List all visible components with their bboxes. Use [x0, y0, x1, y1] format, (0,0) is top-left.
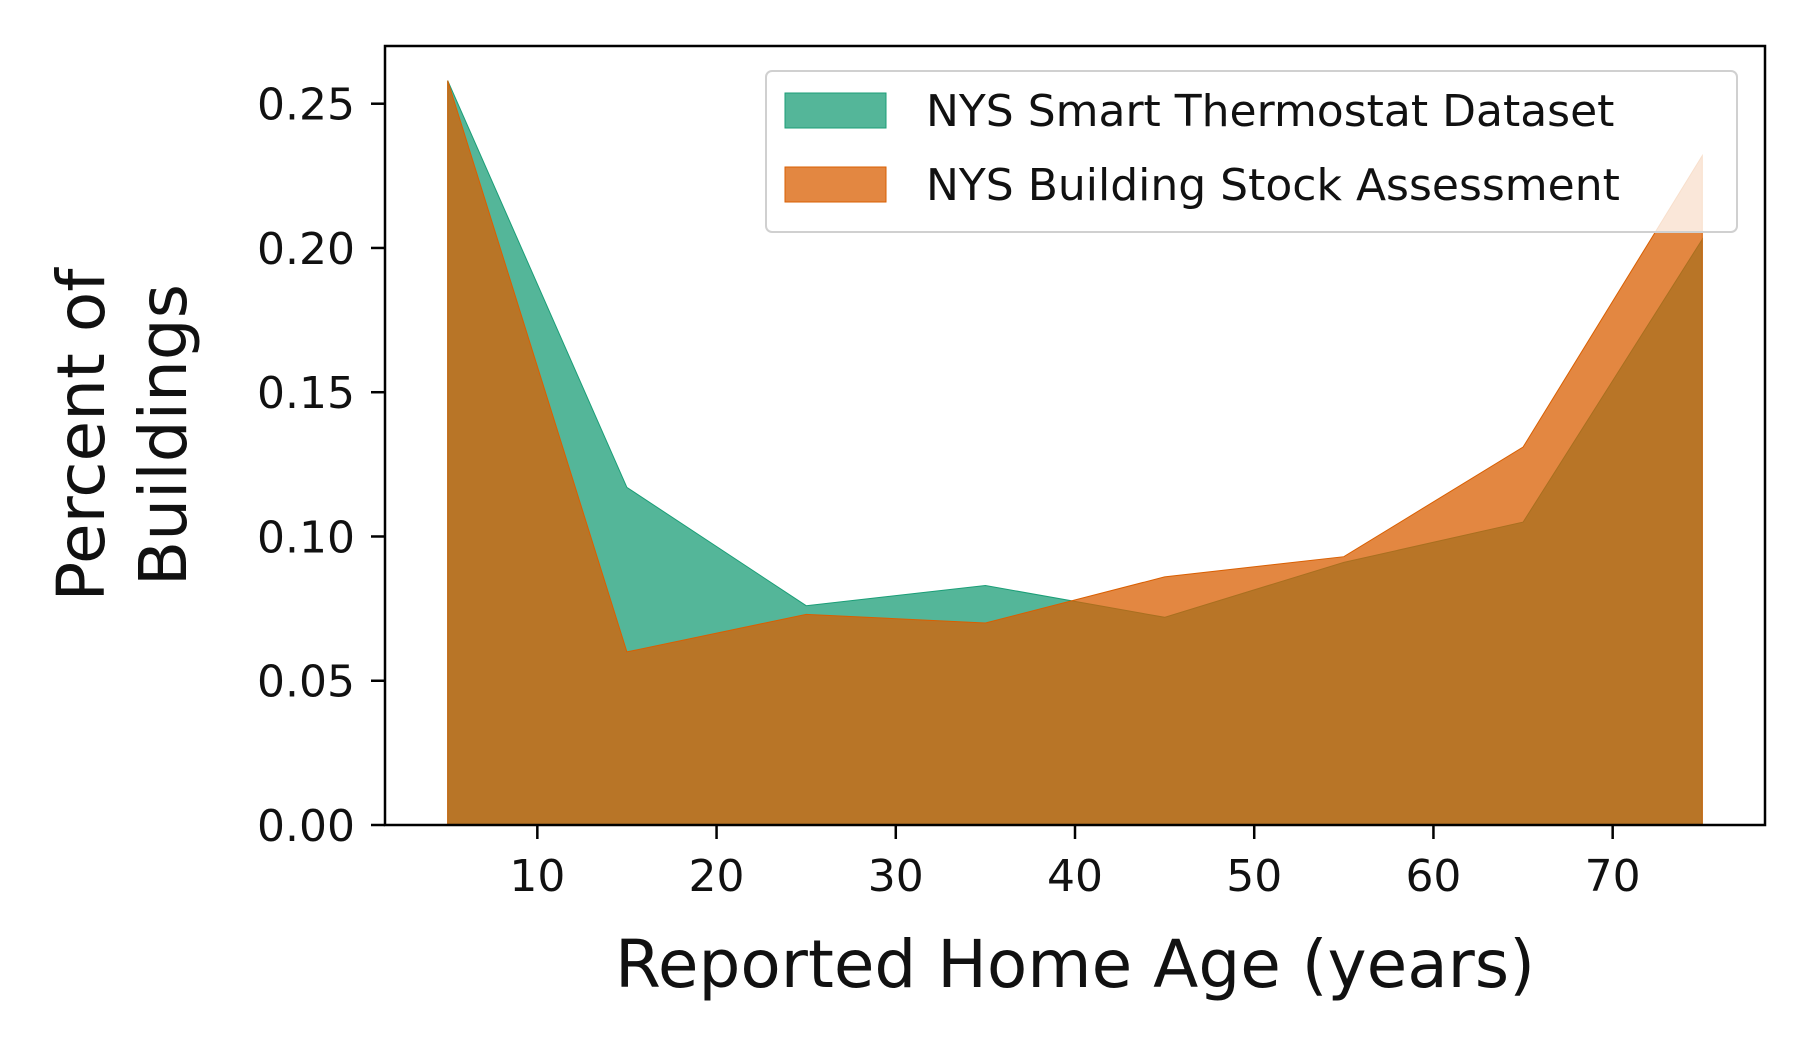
legend-swatch-smart-thermostat	[784, 92, 887, 129]
series-layer	[447, 80, 1703, 826]
x-tick-label: 60	[1405, 851, 1461, 902]
x-tick-label: 70	[1585, 851, 1641, 902]
y-axis-ticks: 0.00 0.05 0.10 0.15 0.20 0.25	[257, 80, 385, 852]
y-axis-title-line-2: Buildings	[125, 284, 202, 586]
x-axis-title: Reported Home Age (years)	[615, 926, 1535, 1003]
legend-label-building-stock: NYS Building Stock Assessment	[926, 160, 1620, 211]
y-tick-label: 0.10	[257, 512, 355, 563]
legend-swatch-building-stock	[784, 166, 887, 203]
x-tick-label: 40	[1047, 851, 1103, 902]
x-tick-label: 30	[868, 851, 924, 902]
y-tick-label: 0.00	[257, 801, 355, 852]
y-tick-label: 0.15	[257, 368, 355, 419]
y-tick-label: 0.05	[257, 657, 355, 708]
y-axis-title-line-1: Percent of	[43, 267, 120, 602]
y-tick-label: 0.20	[257, 224, 355, 275]
legend-label-smart-thermostat: NYS Smart Thermostat Dataset	[926, 86, 1614, 137]
x-tick-label: 50	[1226, 851, 1282, 902]
legend: NYS Smart Thermostat Dataset NYS Buildin…	[765, 70, 1738, 233]
x-tick-label: 10	[509, 851, 565, 902]
y-tick-label: 0.25	[257, 80, 355, 131]
legend-box	[765, 70, 1738, 233]
x-axis-ticks: 10 20 30 40 50 60 70	[509, 825, 1641, 902]
area-series-nys-building-stock-assessment	[447, 80, 1703, 826]
x-tick-label: 20	[689, 851, 745, 902]
